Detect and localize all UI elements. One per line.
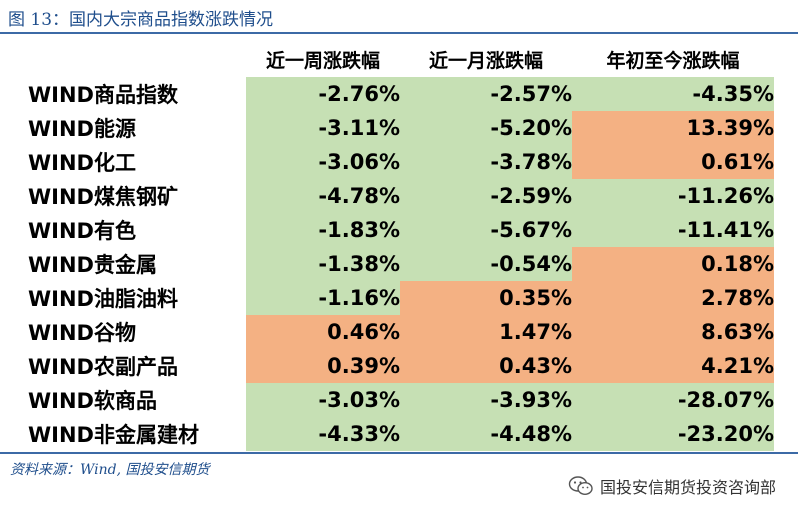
cell-month: 0.43% — [400, 349, 572, 383]
header-name — [28, 41, 246, 77]
row-name: WIND油脂油料 — [28, 287, 178, 311]
cell-week: -1.83% — [246, 213, 400, 247]
table-row: WIND煤焦钢矿 -4.78% -2.59% -11.26% — [28, 179, 774, 213]
cell-week: -4.33% — [246, 417, 400, 451]
title-bar: 图 13：国内大宗商品指数涨跌情况 — [0, 0, 798, 34]
watermark: 国投安信期货投资咨询部 — [568, 474, 776, 498]
row-name: WIND化工 — [28, 151, 136, 175]
cell-ytd: 0.61% — [572, 145, 774, 179]
cell-ytd: -4.35% — [572, 77, 774, 111]
row-name: WIND软商品 — [28, 389, 157, 413]
cell-month: -3.78% — [400, 145, 572, 179]
cell-week: -1.38% — [246, 247, 400, 281]
table-row: WIND能源 -3.11% -5.20% 13.39% — [28, 111, 774, 145]
row-name: WIND有色 — [28, 219, 136, 243]
cell-month: -3.93% — [400, 383, 572, 417]
table-row: WIND农副产品 0.39% 0.43% 4.21% — [28, 349, 774, 383]
table-row: WIND谷物 0.46% 1.47% 8.63% — [28, 315, 774, 349]
header-ytd: 年初至今涨跌幅 — [606, 49, 740, 72]
figure-title: 图 13：国内大宗商品指数涨跌情况 — [8, 10, 274, 30]
header-week: 近一周涨跌幅 — [265, 49, 380, 72]
cell-ytd: -28.07% — [572, 383, 774, 417]
cell-month: -0.54% — [400, 247, 572, 281]
cell-ytd: 8.63% — [572, 315, 774, 349]
wechat-icon — [568, 476, 593, 496]
cell-month: -4.48% — [400, 417, 572, 451]
cell-month: -5.67% — [400, 213, 572, 247]
footer-divider — [0, 452, 798, 454]
commodity-index-table: 近一周涨跌幅 近一月涨跌幅 年初至今涨跌幅 WIND商品指数 -2.76% -2.5… — [28, 41, 774, 451]
header-month: 近一月涨跌幅 — [428, 49, 543, 72]
cell-week: -3.06% — [246, 145, 400, 179]
cell-month: 1.47% — [400, 315, 572, 349]
cell-week: -3.03% — [246, 383, 400, 417]
row-name: WIND非金属建材 — [28, 423, 199, 447]
cell-week: -3.11% — [246, 111, 400, 145]
row-name: WIND谷物 — [28, 321, 136, 345]
row-name: WIND贵金属 — [28, 253, 157, 277]
row-name: WIND商品指数 — [28, 83, 178, 107]
cell-week: -2.76% — [246, 77, 400, 111]
row-name: WIND能源 — [28, 117, 136, 141]
table-row: WIND商品指数 -2.76% -2.57% -4.35% — [28, 77, 774, 111]
cell-week: -1.16% — [246, 281, 400, 315]
watermark-text: 国投安信期货投资咨询部 — [599, 478, 776, 497]
table-row: WIND化工 -3.06% -3.78% 0.61% — [28, 145, 774, 179]
table-row: WIND软商品 -3.03% -3.93% -28.07% — [28, 383, 774, 417]
cell-week: 0.46% — [246, 315, 400, 349]
table-row: WIND非金属建材 -4.33% -4.48% -23.20% — [28, 417, 774, 451]
table-header-row: 近一周涨跌幅 近一月涨跌幅 年初至今涨跌幅 — [28, 41, 774, 77]
table-row: WIND油脂油料 -1.16% 0.35% 2.78% — [28, 281, 774, 315]
cell-month: -2.57% — [400, 77, 572, 111]
cell-ytd: -23.20% — [572, 417, 774, 451]
table-body: WIND商品指数 -2.76% -2.57% -4.35% WIND能源 -3.11% -5… — [28, 77, 774, 451]
cell-ytd: -11.41% — [572, 213, 774, 247]
source-note: 资料来源：Wind, 国投安信期货 — [10, 462, 210, 478]
cell-ytd: 0.18% — [572, 247, 774, 281]
row-name: WIND煤焦钢矿 — [28, 185, 178, 209]
cell-ytd: 4.21% — [572, 349, 774, 383]
cell-week: 0.39% — [246, 349, 400, 383]
cell-ytd: -11.26% — [572, 179, 774, 213]
row-name: WIND农副产品 — [28, 355, 178, 379]
cell-week: -4.78% — [246, 179, 400, 213]
table-row: WIND有色 -1.83% -5.67% -11.41% — [28, 213, 774, 247]
cell-month: -5.20% — [400, 111, 572, 145]
cell-month: -2.59% — [400, 179, 572, 213]
cell-ytd: 13.39% — [572, 111, 774, 145]
table-row: WIND贵金属 -1.38% -0.54% 0.18% — [28, 247, 774, 281]
cell-ytd: 2.78% — [572, 281, 774, 315]
cell-month: 0.35% — [400, 281, 572, 315]
